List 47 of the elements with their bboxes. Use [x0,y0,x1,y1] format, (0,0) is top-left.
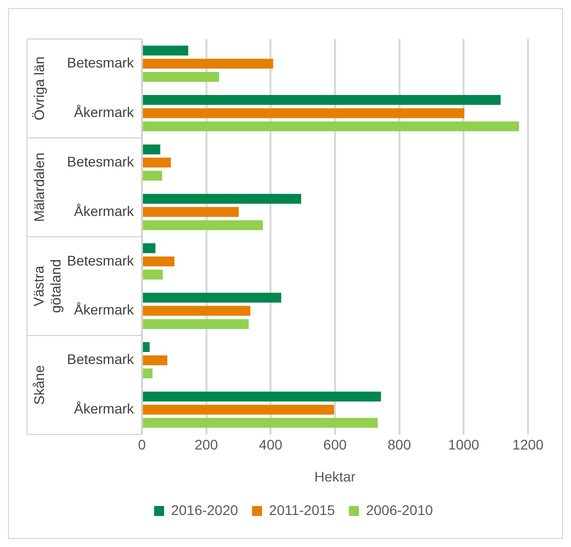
x-tick-label: 400 [258,436,282,453]
x-axis-title: Hektar [314,468,356,484]
bar [142,46,188,56]
bar [142,170,162,181]
bar [142,108,464,118]
bar [142,270,163,280]
bar [142,355,168,366]
y-tick-label: Betesmark [66,153,135,170]
bar [142,220,263,230]
bar [142,368,153,378]
y-tick-label: Betesmark [66,54,135,71]
bar [142,58,274,69]
y-tick-label: Åkermark [74,302,135,318]
text: Skåne [30,364,47,405]
bar [142,194,302,204]
bar [142,144,160,154]
bar [142,95,501,105]
bar [142,243,156,254]
y-tick-label: Betesmark [66,252,135,268]
bar [142,72,220,82]
bar [142,256,174,266]
x-tick-label: 0 [138,436,146,453]
x-tick-label: 600 [323,436,347,453]
x-tick-label: 1000 [448,436,480,453]
x-tick-label: 1200 [512,436,544,453]
bar [142,392,381,402]
bar [142,306,250,316]
text: Västra götaland [30,259,64,313]
text: Övriga län [30,56,47,120]
bar [142,158,171,168]
legend-label: 2006-2010 [366,502,434,518]
y-tick-label: Åkermark [74,104,135,120]
bar [142,207,239,217]
legend-label: 2016-2020 [171,502,238,518]
bar [142,292,282,303]
legend-label: 2011-2015 [269,502,336,518]
x-tick-label: 200 [194,436,218,453]
bar [142,404,334,415]
x-tick-label: 800 [388,436,412,453]
bar [142,319,249,329]
bar [142,342,150,352]
y-tick-label: Åkermark [74,202,135,219]
y-tick-label: Betesmark [66,351,135,368]
text: Mälardalen [30,152,47,222]
bar [142,418,378,428]
y-tick-label: Åkermark [74,400,135,417]
bar [142,121,519,132]
